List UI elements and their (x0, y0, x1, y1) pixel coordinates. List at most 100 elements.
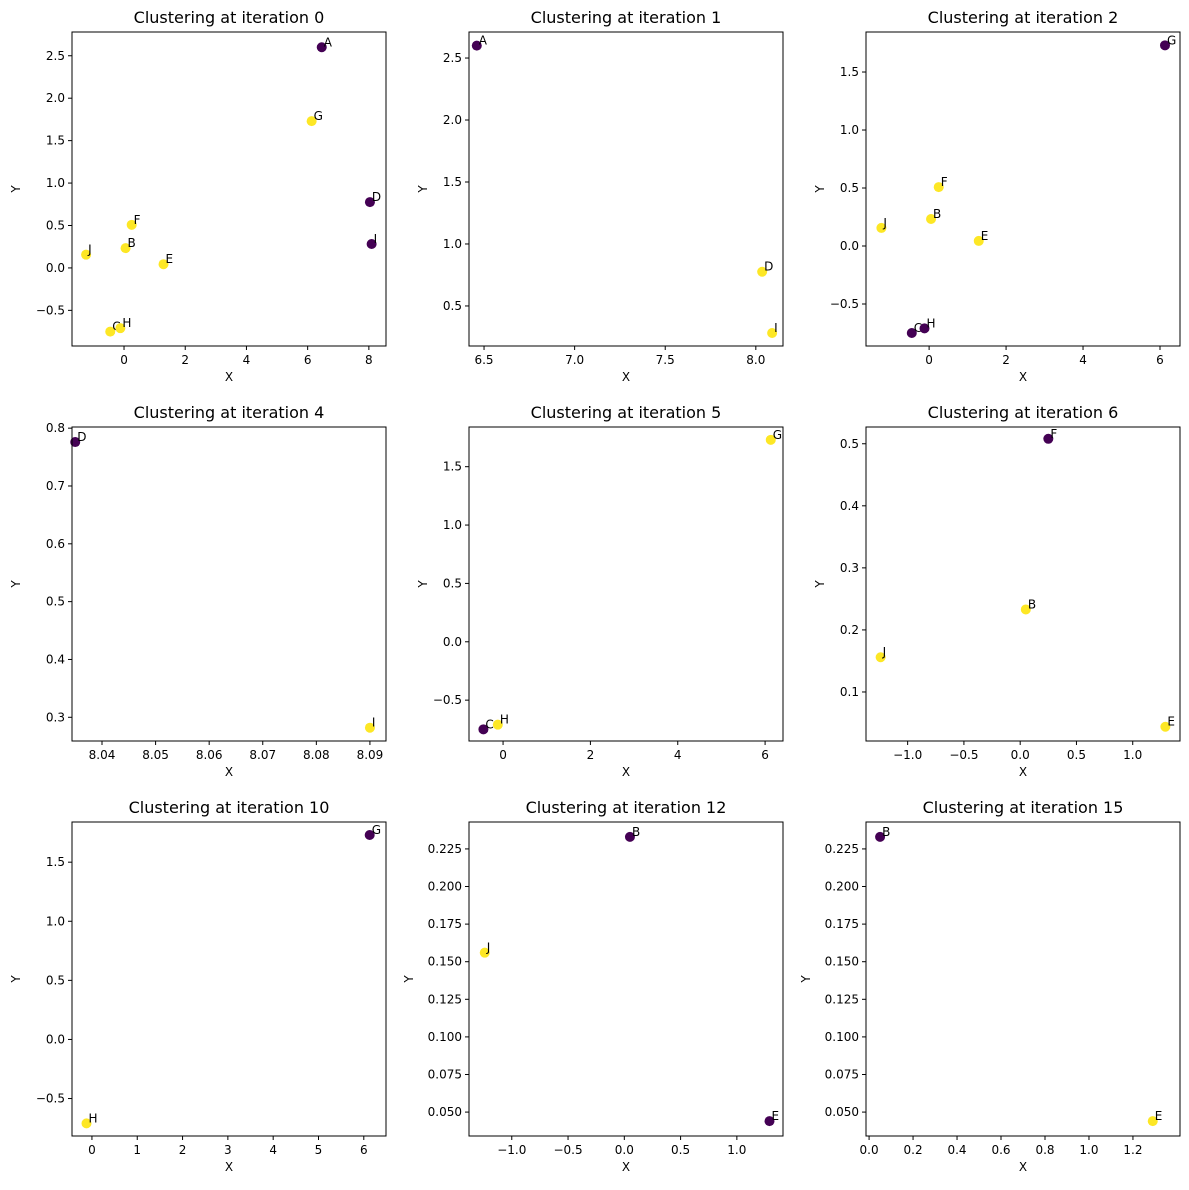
axes-frame (468, 426, 784, 742)
x-tick-label: 8.04 (89, 748, 116, 762)
point (479, 947, 490, 958)
point (1020, 604, 1031, 615)
y-tick-label: 0.0 (840, 239, 859, 253)
subplot-title: Clustering at iteration 4 (134, 403, 325, 422)
point (492, 719, 503, 730)
point-label: B (882, 825, 890, 839)
y-axis-label: Y (9, 975, 23, 984)
y-tick-label: 0.050 (428, 1105, 462, 1119)
point (1159, 40, 1170, 51)
y-axis-label: Y (416, 580, 430, 589)
point-label: H (122, 316, 131, 330)
point (906, 328, 917, 339)
y-axis-label: Y (9, 185, 23, 194)
x-axis-label: X (622, 1160, 630, 1174)
axes-frame (71, 426, 387, 742)
point-label: J (882, 216, 887, 230)
point-label: A (479, 34, 488, 48)
y-tick-label: 1.5 (840, 65, 859, 79)
point (875, 652, 886, 663)
x-tick-label: 6 (304, 353, 312, 367)
y-tick-label: 0.150 (428, 955, 462, 969)
y-tick-label: 0.4 (840, 499, 859, 513)
subplot-title: Clustering at iteration 6 (928, 403, 1119, 422)
y-tick-label: 0.5 (46, 218, 65, 232)
x-tick-label: 6 (761, 748, 769, 762)
subplot: Clustering at iteration 1 6.5 7.0 7.5 8.0 0.5… (416, 8, 784, 384)
y-tick-label: 0.5 (443, 576, 462, 590)
x-tick-label: 1.2 (1123, 1143, 1142, 1157)
x-tick-label: 6.5 (474, 353, 493, 367)
y-axis-label: Y (813, 185, 827, 194)
x-tick-label: 0.6 (991, 1143, 1010, 1157)
y-tick-label: 0.175 (825, 917, 859, 931)
x-tick-label: 1.0 (1079, 1143, 1098, 1157)
point (120, 243, 131, 254)
subplot: Clustering at iteration 10 0 1 2 3 4 5 6 −0.5 0.0… (9, 798, 387, 1174)
x-tick-label: 3 (224, 1143, 232, 1157)
point (876, 222, 887, 233)
y-tick-label: 0.200 (825, 880, 859, 894)
x-tick-label: 0.5 (1067, 748, 1086, 762)
axes-frame (865, 821, 1181, 1137)
x-tick-label: 0.0 (1011, 748, 1030, 762)
y-axis-label: Y (813, 580, 827, 589)
x-tick-label: 0 (88, 1143, 96, 1157)
point (158, 259, 169, 270)
point-label: F (941, 175, 948, 189)
point-label: D (764, 260, 773, 274)
point-label: B (632, 825, 640, 839)
y-tick-label: 0.100 (825, 1030, 859, 1044)
x-tick-label: 0.2 (904, 1143, 923, 1157)
y-tick-label: 0.200 (428, 880, 462, 894)
x-tick-label: 0 (120, 353, 128, 367)
x-axis-label: X (622, 370, 630, 384)
point (1160, 721, 1171, 732)
point-label: D (77, 430, 86, 444)
y-tick-label: 1.0 (840, 123, 859, 137)
point (764, 1116, 775, 1127)
point-label: G (1167, 33, 1176, 47)
point-label: E (771, 1109, 779, 1123)
axes-frame (468, 31, 784, 347)
subplot: Clustering at iteration 0 0 2 4 6 8 −0.5 0.0 0.5… (9, 8, 387, 384)
x-tick-label: 0.0 (615, 1143, 634, 1157)
axes-frame (71, 821, 387, 1137)
point-label: G (372, 823, 381, 837)
y-tick-label: 1.0 (46, 176, 65, 190)
point (478, 724, 489, 735)
x-tick-label: 2 (179, 1143, 187, 1157)
x-tick-label: 2 (181, 353, 189, 367)
x-tick-label: 4 (1079, 353, 1087, 367)
subplot-title: Clustering at iteration 0 (134, 8, 325, 27)
point-label: H (500, 713, 509, 727)
point-label: I (774, 321, 778, 335)
x-axis-label: X (622, 765, 630, 779)
x-tick-label: 4 (269, 1143, 277, 1157)
x-tick-label: 7.0 (565, 353, 584, 367)
y-tick-label: 1.0 (443, 237, 462, 251)
y-tick-label: 0.100 (428, 1030, 462, 1044)
y-tick-label: 0.3 (46, 710, 65, 724)
y-tick-label: 0.5 (443, 299, 462, 313)
y-tick-label: −0.5 (36, 303, 65, 317)
subplot: Clustering at iteration 5 0 2 4 6 −0.5 0.0 0.5 1… (416, 403, 784, 779)
x-tick-label: −0.5 (949, 748, 978, 762)
subplot: Clustering at iteration 15 0.0 0.2 0.4 0.6 0.… (799, 798, 1181, 1174)
x-axis-label: X (225, 765, 233, 779)
y-tick-label: 1.5 (443, 460, 462, 474)
point-label: H (88, 1111, 97, 1125)
x-tick-label: 0.0 (860, 1143, 879, 1157)
point (757, 266, 768, 277)
x-tick-label: 8 (365, 353, 373, 367)
point-label: C (485, 717, 493, 731)
y-tick-label: 2.0 (46, 91, 65, 105)
subplot: Clustering at iteration 6 −1.0 −0.5 0.0 0.5 1… (813, 403, 1181, 779)
point (306, 116, 317, 127)
x-tick-label: 5 (315, 1143, 323, 1157)
x-tick-label: −0.5 (553, 1143, 582, 1157)
point (366, 238, 377, 249)
y-tick-label: 0.0 (46, 1032, 65, 1046)
point (70, 437, 81, 448)
y-tick-label: 2.5 (443, 51, 462, 65)
